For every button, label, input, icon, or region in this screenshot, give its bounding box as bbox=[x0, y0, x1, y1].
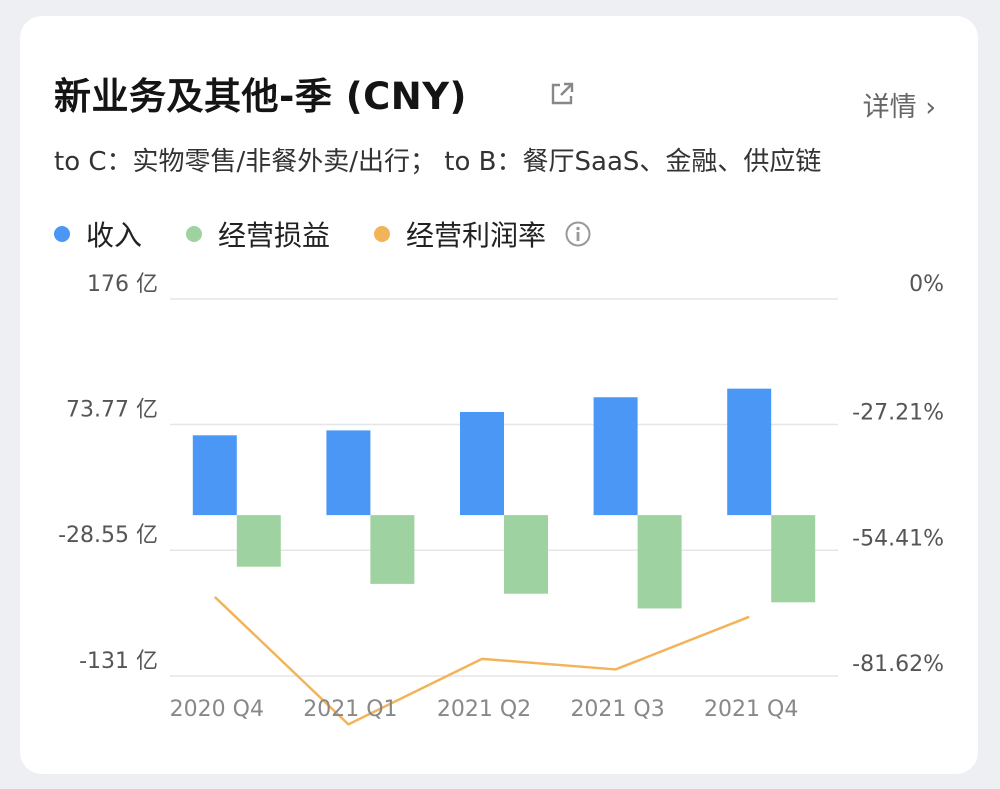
chart-card: 新业务及其他-季 (CNY) 详情 › to C：实物零售/非餐外卖/出行； t… bbox=[20, 16, 978, 774]
bar-revenue[interactable] bbox=[727, 388, 772, 516]
y-left-tick-label: 73.77 亿 bbox=[66, 398, 158, 423]
bar-operating-profit[interactable] bbox=[637, 515, 682, 609]
legend-label-operating-margin: 经营利润率 bbox=[406, 219, 547, 252]
x-tick-label: 2021 Q2 bbox=[437, 697, 531, 722]
info-icon[interactable] bbox=[564, 220, 592, 248]
bar-operating-profit[interactable] bbox=[236, 515, 281, 567]
legend-item-operating-profit[interactable]: 经营损益 bbox=[186, 214, 330, 254]
x-tick-label: 2021 Q3 bbox=[570, 697, 664, 722]
bar-operating-profit[interactable] bbox=[370, 515, 415, 584]
legend-dot-operating-profit bbox=[186, 226, 203, 242]
x-tick-label: 2020 Q4 bbox=[170, 697, 264, 722]
legend-item-revenue[interactable]: 收入 bbox=[54, 214, 142, 254]
chart-legend: 收入 经营损益 经营利润率 bbox=[54, 214, 592, 254]
chart-subtitle: to C：实物零售/非餐外卖/出行； to B：餐厅SaaS、金融、供应链 bbox=[54, 147, 822, 177]
x-tick-label: 2021 Q1 bbox=[303, 697, 397, 722]
bar-revenue[interactable] bbox=[460, 411, 504, 516]
external-link-icon[interactable] bbox=[548, 80, 576, 108]
detail-label: 详情 › bbox=[862, 92, 936, 123]
y-left-tick-label: -131 亿 bbox=[79, 649, 158, 674]
legend-label-revenue: 收入 bbox=[86, 219, 143, 252]
line-operating-margin[interactable] bbox=[213, 596, 750, 726]
legend-item-operating-margin[interactable]: 经营利润率 bbox=[374, 214, 546, 254]
y-right-tick-label: 0% bbox=[909, 272, 944, 297]
bar-revenue[interactable] bbox=[326, 430, 371, 516]
y-left-tick-label: -28.55 亿 bbox=[58, 523, 158, 548]
legend-dot-operating-margin bbox=[374, 226, 391, 242]
legend-label-operating-profit: 经营损益 bbox=[218, 219, 331, 252]
y-right-tick-label: -54.41% bbox=[852, 526, 944, 551]
bar-operating-profit[interactable] bbox=[504, 515, 548, 594]
y-right-tick-label: -81.62% bbox=[852, 652, 944, 677]
bar-revenue[interactable] bbox=[192, 435, 237, 516]
y-left-tick-label: 176 亿 bbox=[87, 272, 158, 297]
x-tick-label: 2021 Q4 bbox=[704, 697, 798, 722]
bar-revenue[interactable] bbox=[593, 397, 638, 516]
y-right-tick-label: -27.21% bbox=[852, 401, 944, 426]
bar-operating-profit[interactable] bbox=[771, 515, 816, 603]
chart-title: 新业务及其他-季 (CNY) bbox=[54, 75, 467, 118]
detail-link[interactable]: 详情 › bbox=[863, 85, 936, 124]
combo-chart: 176 亿 73.77 亿 -28.55 亿 -131 亿 0% -27.21% -54.4… bbox=[58, 272, 944, 726]
legend-dot-revenue bbox=[54, 226, 70, 242]
